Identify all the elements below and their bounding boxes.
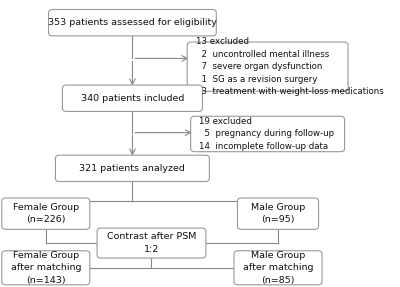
FancyBboxPatch shape xyxy=(234,251,322,285)
FancyBboxPatch shape xyxy=(187,42,348,91)
FancyBboxPatch shape xyxy=(2,251,90,285)
Text: 340 patients included: 340 patients included xyxy=(81,94,184,103)
Text: Female Group
after matching
(n=143): Female Group after matching (n=143) xyxy=(10,251,81,285)
Text: 13 excluded
  2  uncontrolled mental illness
  7  severe organ dysfunction
  1  : 13 excluded 2 uncontrolled mental illnes… xyxy=(196,37,383,96)
FancyBboxPatch shape xyxy=(97,228,206,258)
Text: 321 patients analyzed: 321 patients analyzed xyxy=(80,164,185,173)
Text: 19 excluded
  5  pregnancy during follow-up
14  incomplete follow-up data: 19 excluded 5 pregnancy during follow-up… xyxy=(199,117,334,151)
Text: Male Group
after matching
(n=85): Male Group after matching (n=85) xyxy=(243,251,313,285)
FancyBboxPatch shape xyxy=(191,116,344,152)
FancyBboxPatch shape xyxy=(48,9,216,36)
FancyBboxPatch shape xyxy=(2,198,90,229)
Text: Contrast after PSM
1:2: Contrast after PSM 1:2 xyxy=(107,232,196,254)
FancyBboxPatch shape xyxy=(62,85,202,111)
Text: 353 patients assessed for eligibility: 353 patients assessed for eligibility xyxy=(48,18,217,27)
FancyBboxPatch shape xyxy=(56,155,209,181)
Text: Female Group
(n=226): Female Group (n=226) xyxy=(13,203,79,224)
FancyBboxPatch shape xyxy=(238,198,318,229)
Text: Male Group
(n=95): Male Group (n=95) xyxy=(251,203,305,224)
